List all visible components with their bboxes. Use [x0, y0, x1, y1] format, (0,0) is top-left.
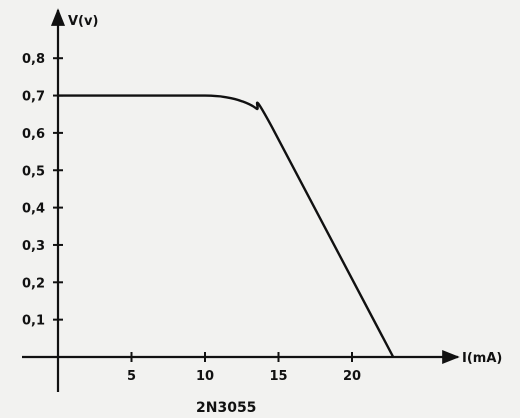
y-axis-title: V(v) [68, 14, 98, 29]
series-line [58, 94, 395, 358]
chart-caption: 2N3055 [196, 400, 256, 416]
x-tick-label: 10 [196, 369, 214, 384]
y-tick-label: 0,3 [22, 239, 45, 254]
x-tick-label: 20 [343, 369, 361, 384]
ticks-layer: 5 10 15 20 0,1 0,2 0,3 0,4 0,5 0,6 0,7 0,8 [22, 52, 361, 384]
axes-layer [22, 8, 460, 392]
y-tick-label: 0,1 [22, 314, 45, 329]
y-tick-label: 0,6 [22, 127, 45, 142]
series-layer [58, 94, 395, 358]
y-tick-label: 0,8 [22, 52, 45, 67]
y-tick-label: 0,7 [22, 90, 45, 105]
y-tick-label: 0,5 [22, 164, 45, 179]
x-axis-title: I(mA) [462, 351, 502, 366]
y-tick-label: 0,2 [22, 276, 45, 291]
x-tick-label: 5 [127, 369, 136, 384]
x-tick-label: 15 [269, 369, 287, 384]
y-tick-label: 0,4 [22, 202, 45, 217]
